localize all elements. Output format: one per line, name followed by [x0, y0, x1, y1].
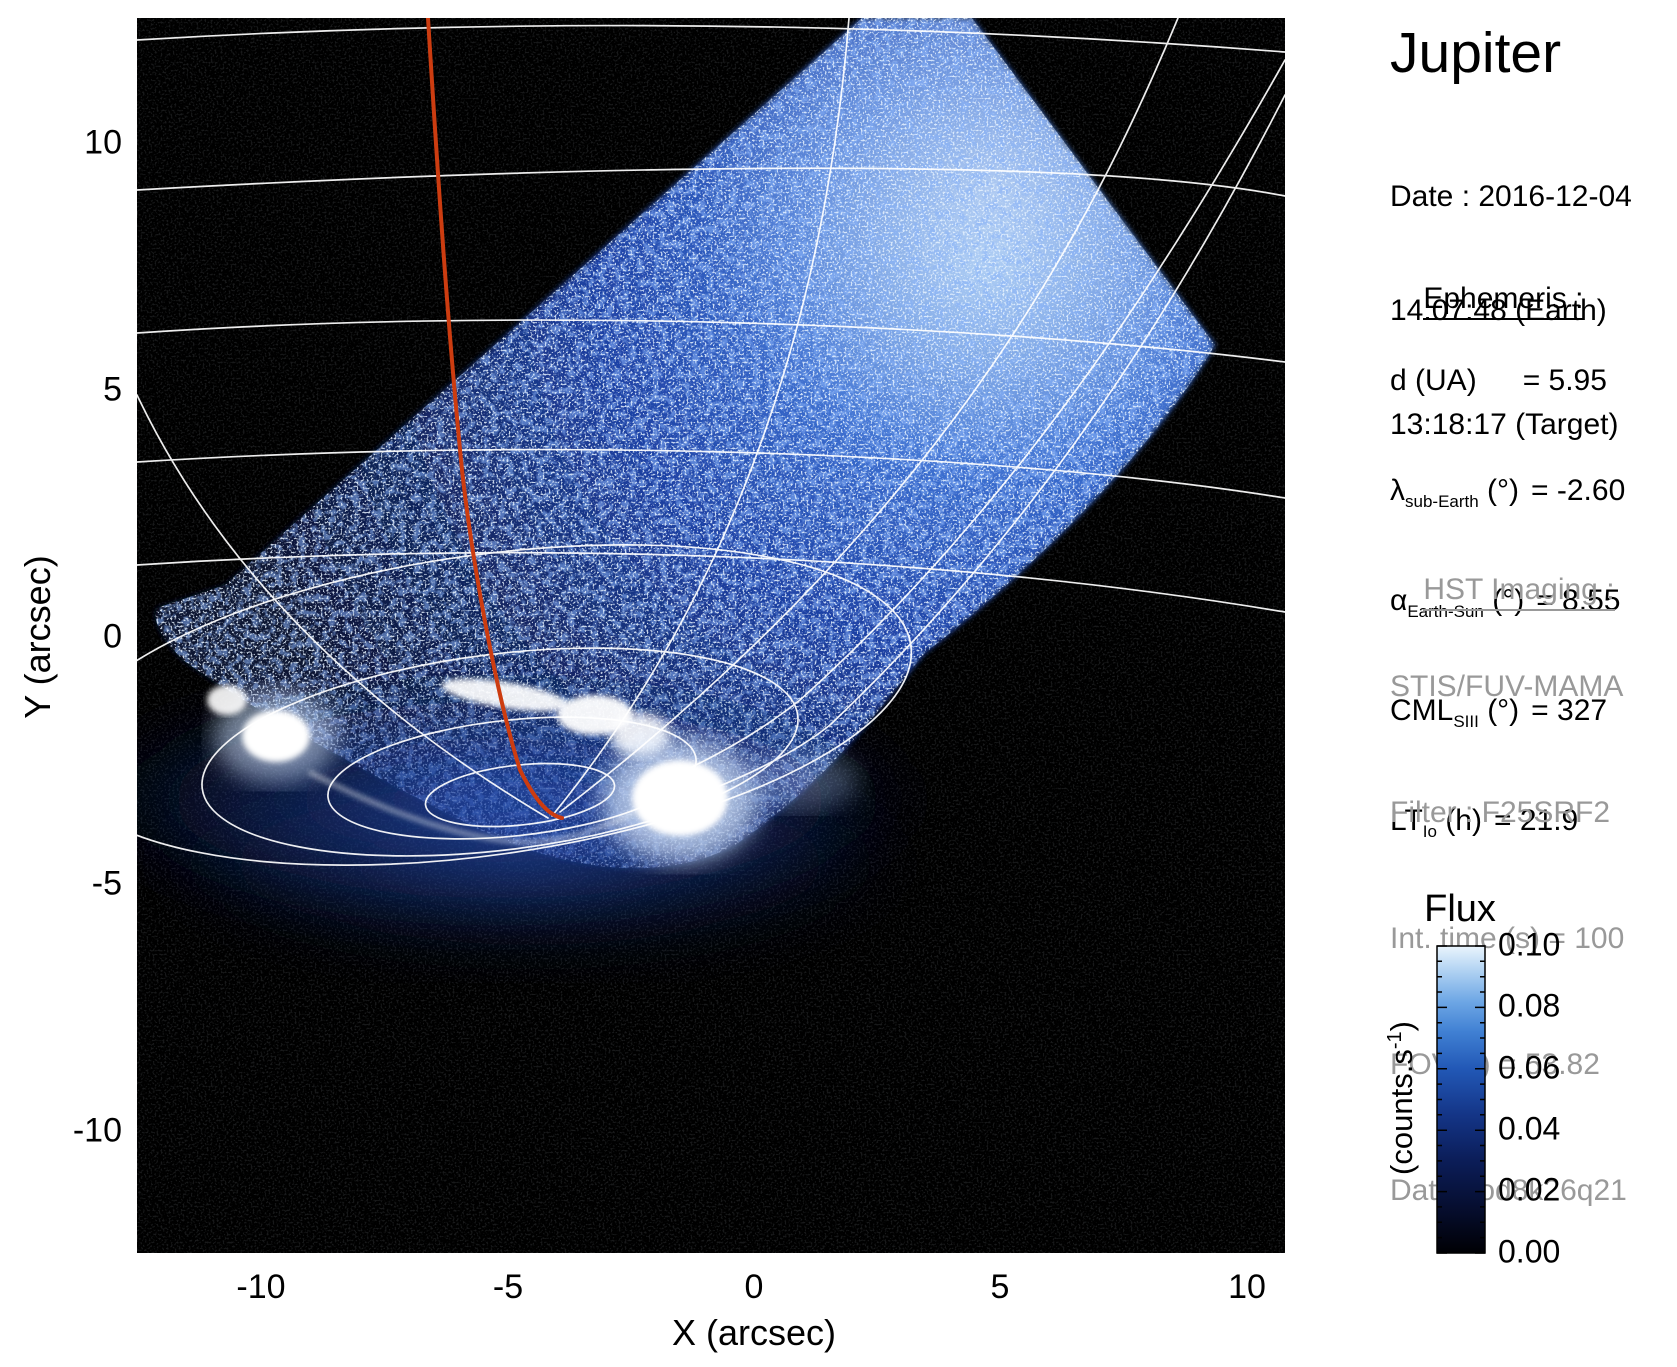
colorbar-ticks: [1437, 945, 1485, 1254]
y-tick-m10: -10: [72, 1111, 122, 1150]
colorbar-tick-000: 0.00: [1498, 1233, 1561, 1270]
colorbar-tick-008: 0.08: [1498, 987, 1561, 1024]
ephemeris-table: d (UA) = 5.95 λsub-Earth (°) = -2.60 αEart…: [1390, 292, 1625, 910]
auroral-emission: [207, 678, 858, 862]
ephemeris-heading: Ephemeris :: [1390, 248, 1584, 354]
x-tick-0: 0: [744, 1268, 764, 1306]
x-tick-5: 5: [990, 1268, 1010, 1306]
hst-filter: Filter : F25SRF2: [1390, 796, 1611, 829]
y-axis-label: Y (arcsec): [17, 555, 58, 719]
hst-instrument: STIS/FUV-MAMA: [1390, 670, 1624, 703]
hst-imaging-heading: HST Imaging :: [1390, 539, 1615, 645]
flux-colorbar: [1436, 945, 1486, 1254]
y-tick-10: 10: [84, 123, 122, 162]
page-title: Jupiter: [1390, 21, 1562, 85]
ephemeris-row-io-localtime: LTIo (h) = 21.9: [1390, 804, 1579, 841]
colorbar-unit-label: (counts.s-1): [1383, 1021, 1420, 1175]
earth-time: 14:07:48 (Earth): [1390, 294, 1607, 327]
hst-imaging-details: STIS/FUV-MAMA Filter : F25SRF2 Int. time…: [1390, 582, 1627, 1296]
hst-int-time: Int. time (s) = 100: [1390, 922, 1625, 955]
colorbar-tick-002: 0.02: [1498, 1171, 1561, 1208]
target-time: 13:18:17 (Target): [1390, 408, 1619, 441]
ephemeris-row-subearth-lat: λsub-Earth (°) = -2.60: [1390, 474, 1626, 511]
x-tick-m10: -10: [236, 1268, 286, 1306]
colorbar-tick-010: 0.10: [1498, 926, 1561, 963]
ephemeris-row-distance: d (UA) = 5.95: [1390, 364, 1607, 397]
colorbar-tick-006: 0.06: [1498, 1049, 1561, 1086]
y-tick-m5: -5: [91, 864, 122, 903]
colorbar-title: Flux: [1424, 888, 1496, 930]
jupiter-fuv-image: [137, 18, 1285, 1253]
date-line: Date : 2016-12-04: [1390, 180, 1632, 213]
x-tick-m5: -5: [492, 1268, 524, 1306]
io-contour-line: [426, 18, 564, 820]
y-tick-5: 5: [103, 370, 122, 409]
x-tick-10: 10: [1228, 1268, 1266, 1306]
x-axis-label: X (arcsec): [671, 1312, 837, 1353]
planet-graticule: [137, 18, 1285, 866]
colorbar-tick-004: 0.04: [1498, 1110, 1561, 1147]
ephemeris-row-cml: CMLSIII (°) = 327: [1390, 694, 1608, 731]
ephemeris-row-phase-angle: αEarth-Sun (°) = 8.55: [1390, 584, 1621, 621]
observation-times: Date : 2016-12-04 14:07:48 (Earth) 13:18…: [1390, 102, 1632, 520]
y-tick-0: 0: [103, 617, 122, 656]
